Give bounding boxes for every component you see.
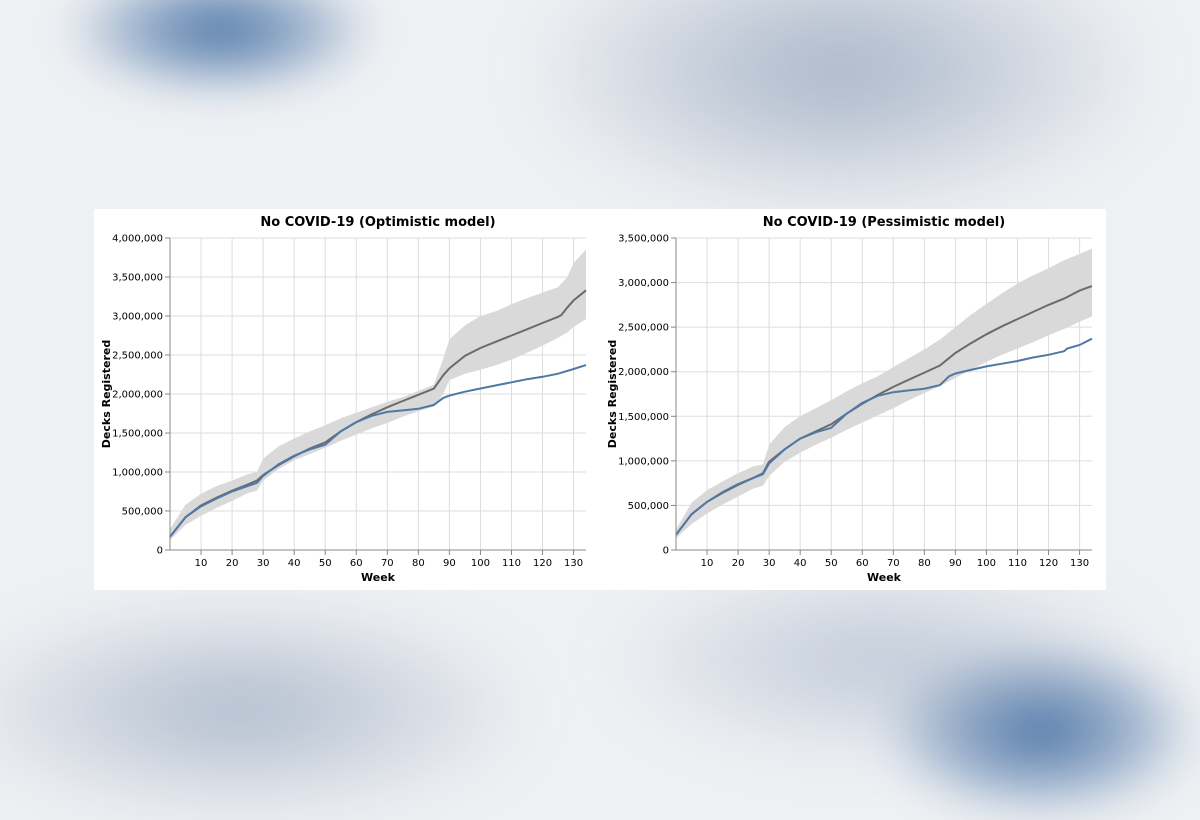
x-tick-label: 100 bbox=[977, 558, 996, 569]
chart-title: No COVID-19 (Optimistic model) bbox=[260, 215, 495, 230]
x-tick-label: 40 bbox=[794, 558, 807, 569]
x-tick-label: 70 bbox=[381, 558, 394, 569]
y-tick-label: 2,500,000 bbox=[112, 351, 163, 362]
x-tick-label: 120 bbox=[533, 558, 552, 569]
y-tick-label: 500,000 bbox=[122, 507, 163, 518]
y-tick-label: 3,000,000 bbox=[618, 278, 669, 289]
x-tick-label: 80 bbox=[918, 558, 931, 569]
x-tick-label: 10 bbox=[195, 558, 208, 569]
background-blob bbox=[880, 640, 1200, 820]
x-tick-label: 30 bbox=[257, 558, 270, 569]
x-tick-label: 20 bbox=[226, 558, 239, 569]
y-tick-label: 3,500,000 bbox=[112, 273, 163, 284]
x-tick-label: 100 bbox=[471, 558, 490, 569]
y-tick-label: 1,500,000 bbox=[112, 429, 163, 440]
actual-line bbox=[675, 337, 1093, 536]
x-axis-title: Week bbox=[867, 571, 902, 584]
y-tick-label: 1,000,000 bbox=[112, 468, 163, 479]
y-tick-label: 3,500,000 bbox=[618, 234, 669, 245]
y-tick-label: 2,500,000 bbox=[618, 323, 669, 334]
y-axis-title: Decks Registered bbox=[606, 340, 619, 448]
y-tick-label: 2,000,000 bbox=[618, 367, 669, 378]
x-tick-label: 110 bbox=[1008, 558, 1027, 569]
background-blob bbox=[520, 0, 1160, 220]
background-blob bbox=[0, 600, 540, 820]
x-tick-label: 90 bbox=[443, 558, 456, 569]
y-tick-label: 4,000,000 bbox=[112, 234, 163, 245]
x-tick-label: 50 bbox=[319, 558, 332, 569]
chart-title: No COVID-19 (Pessimistic model) bbox=[763, 215, 1005, 230]
predicted-line bbox=[169, 289, 587, 538]
x-tick-label: 120 bbox=[1039, 558, 1058, 569]
chart-panel: 10 20 30 40 50 60 70 80 90 100 110 120 130 0 500,000 1,… bbox=[94, 209, 1106, 590]
pessimistic-model-chart: 10 20 30 40 50 60 70 80 90 100 110 120 130 0 500,000 1,… bbox=[606, 215, 1093, 584]
y-tick-label: 2,000,000 bbox=[112, 390, 163, 401]
x-tick-label: 60 bbox=[350, 558, 363, 569]
x-tick-label: 110 bbox=[502, 558, 521, 569]
x-tick-label: 60 bbox=[856, 558, 869, 569]
x-axis-title: Week bbox=[361, 571, 396, 584]
x-tick-label: 80 bbox=[412, 558, 425, 569]
x-tick-label: 130 bbox=[564, 558, 583, 569]
x-tick-label: 130 bbox=[1070, 558, 1089, 569]
y-tick-label: 500,000 bbox=[628, 501, 669, 512]
y-tick-label: 0 bbox=[157, 546, 163, 557]
background-blob bbox=[600, 560, 1160, 760]
background-blob bbox=[60, 0, 380, 100]
x-tick-label: 70 bbox=[887, 558, 900, 569]
y-tick-label: 3,000,000 bbox=[112, 312, 163, 323]
y-tick-label: 1,500,000 bbox=[618, 412, 669, 423]
optimistic-model-chart: 10 20 30 40 50 60 70 80 90 100 110 120 130 0 500,000 1,… bbox=[100, 215, 587, 584]
x-tick-label: 30 bbox=[763, 558, 776, 569]
actual-line bbox=[169, 364, 587, 538]
x-tick-label: 90 bbox=[949, 558, 962, 569]
y-tick-label: 1,000,000 bbox=[618, 456, 669, 467]
x-tick-label: 50 bbox=[825, 558, 838, 569]
y-tick-label: 0 bbox=[663, 546, 669, 557]
x-tick-label: 20 bbox=[732, 558, 745, 569]
x-tick-label: 40 bbox=[288, 558, 301, 569]
y-axis-title: Decks Registered bbox=[100, 340, 113, 448]
x-tick-label: 10 bbox=[701, 558, 714, 569]
